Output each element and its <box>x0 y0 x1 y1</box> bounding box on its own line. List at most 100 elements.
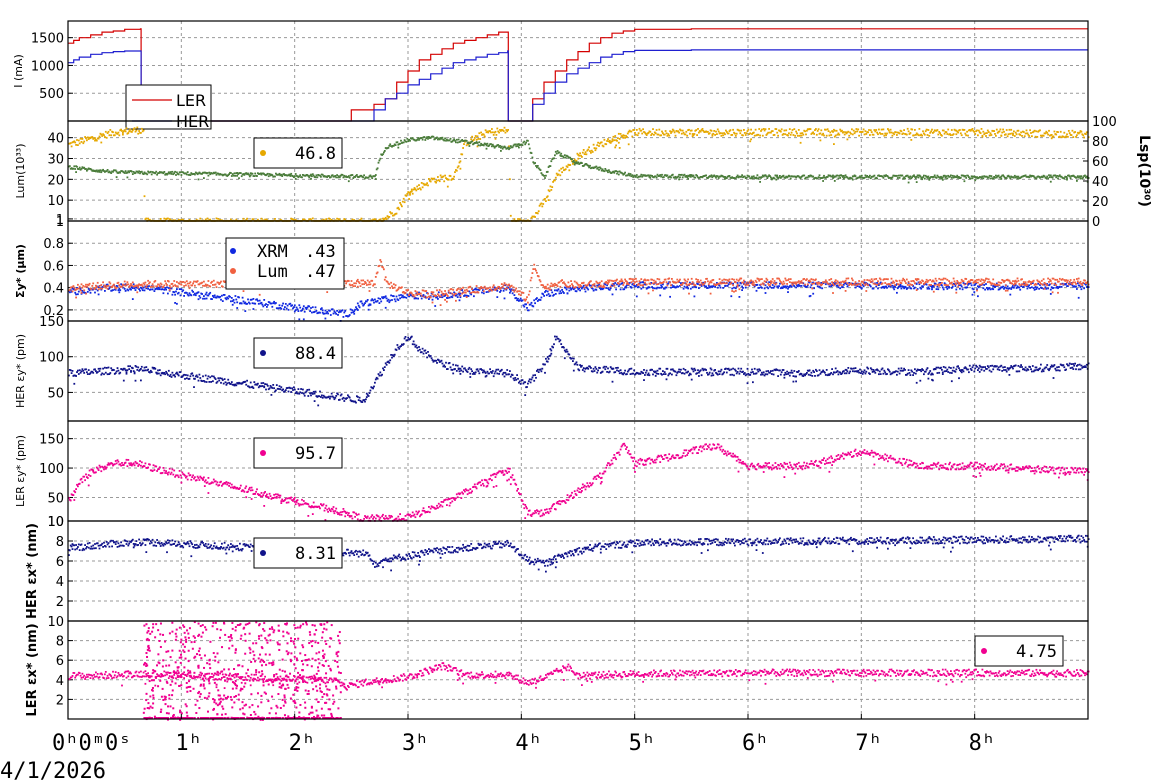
data-point <box>139 289 141 292</box>
data-point <box>549 288 552 291</box>
data-point <box>731 134 734 136</box>
data-point <box>78 142 81 145</box>
data-point <box>633 129 635 131</box>
data-point <box>518 299 521 302</box>
data-point <box>407 294 410 297</box>
data-point <box>931 286 933 289</box>
data-point <box>98 171 101 173</box>
data-point <box>916 174 919 177</box>
data-point <box>379 218 382 221</box>
data-point <box>890 277 893 280</box>
data-point <box>131 367 134 370</box>
data-point <box>1010 175 1013 178</box>
data-point <box>431 298 434 301</box>
data-point <box>608 281 610 283</box>
data-point <box>663 278 666 281</box>
data-point <box>529 303 532 306</box>
data-point <box>320 307 323 310</box>
data-point <box>185 284 187 287</box>
data-point <box>1018 286 1021 289</box>
data-point <box>1015 281 1018 283</box>
data-point <box>918 128 921 130</box>
data-point <box>521 299 524 302</box>
data-point <box>973 281 976 283</box>
data-point <box>655 283 658 286</box>
data-point <box>497 285 500 288</box>
data-point <box>1022 283 1024 286</box>
data-point <box>248 175 251 178</box>
data-point <box>596 281 599 284</box>
data-point <box>696 134 698 136</box>
data-point <box>429 296 432 299</box>
data-point <box>146 173 149 176</box>
data-point <box>201 281 203 284</box>
data-point <box>212 296 215 299</box>
data-point <box>249 174 252 177</box>
data-point <box>139 172 141 175</box>
data-point <box>169 171 172 173</box>
data-point <box>104 290 106 292</box>
data-point <box>770 280 773 283</box>
data-point <box>611 283 614 285</box>
data-point <box>576 282 579 285</box>
data-point <box>488 144 491 147</box>
data-point <box>260 301 263 304</box>
data-point <box>992 288 995 291</box>
data-point <box>534 268 536 270</box>
data-point <box>310 307 312 309</box>
data-point <box>716 175 719 178</box>
data-point <box>1024 132 1027 135</box>
data-point <box>310 173 312 176</box>
data-point <box>542 293 545 296</box>
data-point <box>675 281 678 284</box>
data-point <box>1025 129 1028 132</box>
data-point <box>253 302 256 305</box>
data-point <box>569 164 572 166</box>
data-point <box>68 289 71 291</box>
data-point <box>925 175 928 178</box>
data-point <box>418 139 420 141</box>
data-point <box>87 284 90 287</box>
data-point <box>986 287 988 289</box>
data-point <box>1054 278 1057 281</box>
data-point <box>133 372 136 375</box>
data-point <box>1046 175 1049 178</box>
data-point <box>742 287 744 289</box>
data-point <box>411 192 414 195</box>
data-point <box>209 285 212 288</box>
data-point <box>88 373 91 375</box>
data-point <box>621 282 624 284</box>
data-point <box>826 128 829 131</box>
data-point <box>143 289 146 292</box>
data-point <box>219 282 221 284</box>
data-point <box>75 171 77 173</box>
data-point <box>564 284 567 287</box>
data-point <box>440 290 443 293</box>
data-point <box>788 132 790 135</box>
data-point <box>240 175 243 178</box>
data-point <box>487 131 490 134</box>
data-point <box>619 133 622 135</box>
data-point <box>804 283 806 286</box>
data-point <box>838 281 841 284</box>
data-point <box>844 279 847 282</box>
data-point <box>211 298 213 300</box>
data-point <box>751 282 753 285</box>
data-point <box>951 174 954 177</box>
data-point <box>206 284 209 286</box>
data-point <box>207 294 210 297</box>
data-point <box>992 177 995 180</box>
data-point <box>878 128 880 131</box>
data-point <box>382 217 384 220</box>
data-point <box>659 281 662 284</box>
data-point <box>590 151 592 154</box>
data-point <box>138 170 140 173</box>
data-point <box>896 175 898 177</box>
data-point <box>909 283 912 286</box>
data-point <box>809 128 812 130</box>
data-point <box>218 283 221 285</box>
data-point <box>284 306 286 308</box>
data-point <box>974 179 977 182</box>
data-point <box>453 138 455 141</box>
data-point <box>362 304 365 307</box>
